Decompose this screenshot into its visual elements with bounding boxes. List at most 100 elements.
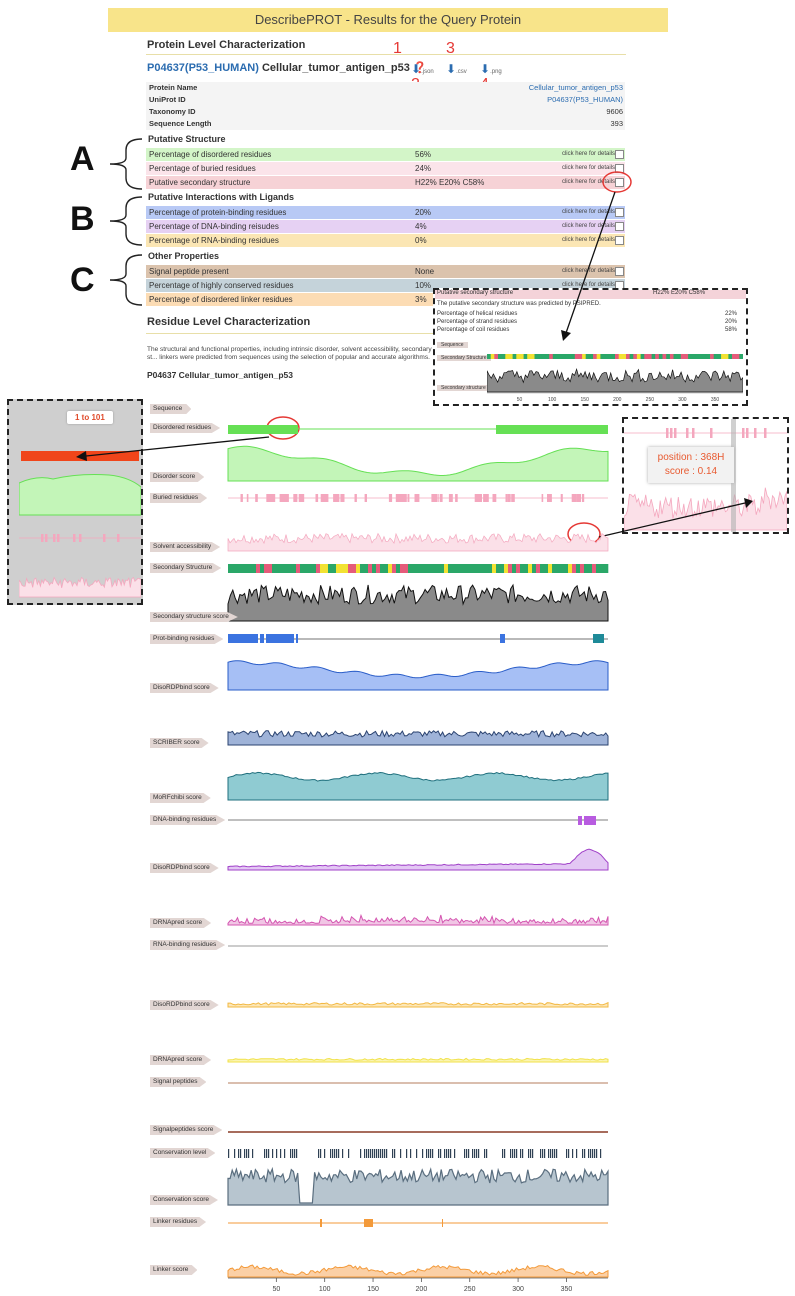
disorder-region (496, 425, 608, 434)
property-row[interactable]: Signal peptide present None click here for… (146, 265, 625, 278)
zoom-buried-residue (746, 428, 749, 438)
ss-segment (332, 564, 337, 573)
popup-ss-segment (541, 354, 546, 359)
disordp-protein-area (227, 660, 609, 691)
conservation-tick (478, 1149, 480, 1158)
popup-ss-segment (596, 354, 601, 359)
ss-segment (288, 564, 293, 573)
popup-ss-segment (563, 354, 568, 359)
popup-tick-label: 100 (548, 397, 557, 403)
conservation-tick (368, 1149, 370, 1158)
ss-segment (464, 564, 469, 573)
disorder-score-area (227, 445, 609, 482)
ss-segment (244, 564, 249, 573)
conservation-tick (374, 1149, 376, 1158)
track-label: Secondary Structure (150, 563, 222, 573)
ss-segment (592, 564, 597, 573)
popup-track-label: Sequence (437, 342, 468, 348)
property-row[interactable]: Putative secondary structure H22% E20% C5… (146, 176, 625, 189)
download-json-button[interactable]: ⬇.json (411, 62, 434, 76)
ss-segment (400, 564, 405, 573)
ss-segment (460, 564, 465, 573)
property-row[interactable]: Percentage of buried residues 24% click he… (146, 162, 625, 175)
conservation-tick (572, 1149, 574, 1158)
conservation-tick (290, 1149, 292, 1158)
popup-ss-segment (658, 354, 663, 359)
group-letter-b: B (70, 200, 95, 238)
property-row[interactable]: Percentage of protein-binding residues 20… (146, 206, 625, 219)
conservation-tick (530, 1149, 532, 1158)
buried-residue (434, 494, 438, 502)
buried-residue (541, 494, 544, 502)
property-row[interactable]: Percentage of disordered residues 56% clic… (146, 148, 625, 161)
details-checkbox[interactable] (615, 267, 624, 276)
details-checkbox[interactable] (615, 178, 624, 187)
property-row[interactable]: Percentage of DNA-binding reisudes 4% clic… (146, 220, 625, 233)
popup-ss-segment (662, 354, 667, 359)
protbind-region (228, 634, 258, 643)
conservation-tick (430, 1149, 432, 1158)
ss-segment (496, 564, 501, 573)
details-checkbox[interactable] (615, 208, 624, 217)
popup-ss-segment (644, 354, 649, 359)
download-png-button[interactable]: ⬇.png (480, 62, 502, 76)
track-label: DisoRDPbind score (150, 683, 219, 693)
conservation-tick (348, 1149, 350, 1158)
conservation-tick (512, 1149, 514, 1158)
conservation-tick (320, 1149, 322, 1158)
ss-segment (576, 564, 581, 573)
conservation-tick (238, 1149, 240, 1158)
property-row[interactable]: Percentage of RNA-binding residues 0% clic… (146, 234, 625, 247)
accession-link[interactable]: P04637(P53_HUMAN) (147, 62, 259, 74)
callout-3: 3 (446, 40, 455, 57)
ss-segment (252, 564, 257, 573)
track-label: DRNApred score (150, 1055, 212, 1065)
zoom-buried-residue (686, 428, 689, 438)
ss-segment (580, 564, 585, 573)
popup-ss-segment (691, 354, 696, 359)
popup-ss-segment (684, 354, 689, 359)
popup-tick-label: 350 (711, 397, 720, 403)
details-checkbox[interactable] (615, 150, 624, 159)
ss-segment (344, 564, 349, 573)
zoom-left-panel: 1 to 101 (7, 399, 143, 605)
zoom-buried-residue (674, 428, 677, 438)
popup-ss-segment (735, 354, 740, 359)
track-label: Signal peptides (150, 1077, 207, 1087)
ss-segment (268, 564, 273, 573)
zoom-left-tracks (19, 474, 141, 598)
zoom-buried-residue (742, 428, 745, 438)
protbind-region (266, 634, 294, 643)
zoom-buried-residue (764, 428, 767, 438)
zoom-buried-residue (754, 428, 757, 438)
info-row-taxonomy-id: Taxonomy ID 9606 (146, 106, 625, 118)
track-label: Conservation level (150, 1148, 216, 1158)
ss-segment (428, 564, 433, 573)
axis-tick-label: 150 (367, 1286, 379, 1293)
ss-segment (572, 564, 577, 573)
ss-segment (236, 564, 241, 573)
conservation-tick (296, 1149, 298, 1158)
buried-residue (281, 494, 285, 502)
details-checkbox[interactable] (615, 236, 624, 245)
conservation-tick (240, 1149, 242, 1158)
popup-header: Putative secondary structure H22% E20% C… (435, 290, 746, 299)
zoom-buried-residue (103, 534, 106, 542)
conservation-tick (318, 1149, 320, 1158)
ss-segment (600, 564, 605, 573)
conservation-tick (568, 1149, 570, 1158)
popup-ss-segment (578, 354, 583, 359)
popup-ss-segment (629, 354, 634, 359)
buried-residue (455, 494, 458, 502)
residue-protein-label: P04637 Cellular_tumor_antigen_p53 (147, 370, 293, 380)
help-icon[interactable]: ❓ (412, 62, 427, 74)
conservation-tick (590, 1149, 592, 1158)
download-csv-button[interactable]: ⬇.csv (446, 62, 467, 76)
details-checkbox[interactable] (615, 164, 624, 173)
track-label: RNA-binding residues (150, 940, 226, 950)
ss-segment (552, 564, 557, 573)
details-checkbox[interactable] (615, 222, 624, 231)
popup-ss-segment (600, 354, 605, 359)
ss-segment (324, 564, 329, 573)
buried-residue (547, 494, 552, 502)
